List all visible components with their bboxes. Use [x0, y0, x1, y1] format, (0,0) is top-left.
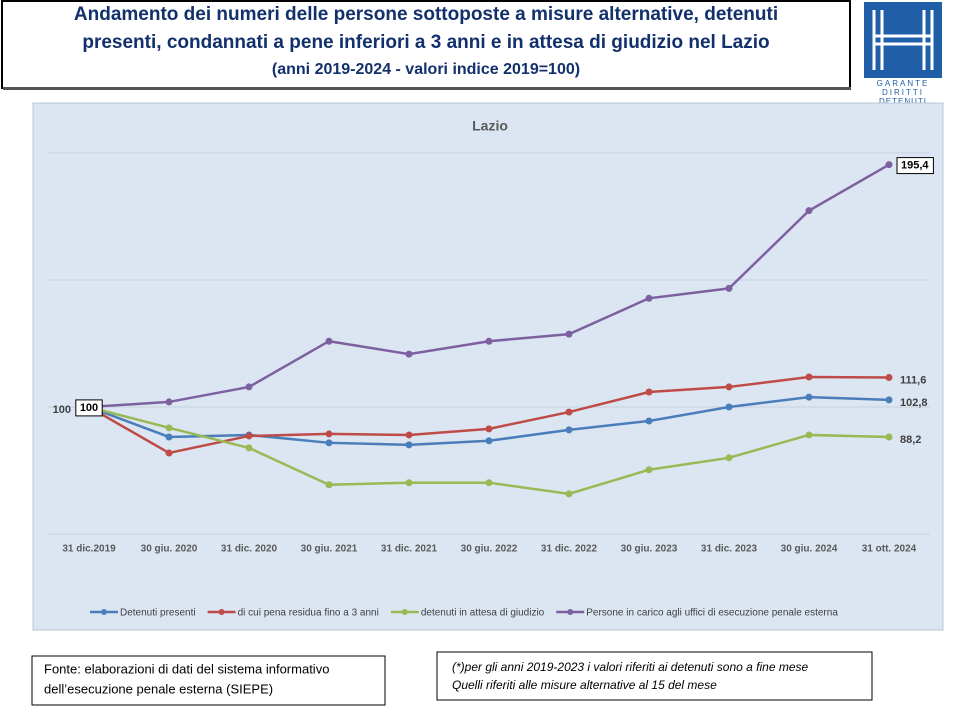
point	[245, 383, 253, 391]
point	[805, 393, 813, 401]
point	[325, 430, 333, 438]
point	[405, 441, 413, 449]
x-tick-label: 30 giu. 2021	[301, 544, 358, 555]
x-tick-label: 31 ott. 2024	[862, 544, 917, 555]
title-line: presenti, condannati a pene inferiori a …	[82, 32, 769, 53]
legend-label: detenuti in attesa di giudizio	[421, 608, 545, 619]
chart-title: Lazio	[472, 118, 508, 134]
point	[565, 490, 573, 498]
x-tick-label: 31 dic. 2022	[541, 544, 598, 555]
legend-label: Detenuti presenti	[120, 608, 196, 619]
point	[405, 431, 413, 439]
title-line: Andamento dei numeri delle persone sotto…	[74, 4, 778, 25]
point	[165, 424, 173, 432]
point	[485, 437, 493, 445]
footnote-box	[436, 651, 873, 701]
point	[885, 161, 893, 169]
point	[885, 433, 893, 441]
x-tick-label: 30 giu. 2023	[621, 544, 678, 555]
title-box	[1, 0, 851, 89]
point	[245, 432, 253, 440]
data-label: 100	[80, 402, 98, 414]
logo-text: DETENUTI	[879, 97, 927, 106]
title-line: (anni 2019-2024 - valori indice 2019=100…	[272, 61, 580, 78]
legend-label: di cui pena residua fino a 3 anni	[238, 608, 379, 619]
data-label-box	[75, 399, 103, 417]
point	[405, 350, 413, 358]
logo: GARANTE DIRITTI DETENUTI	[864, 2, 942, 106]
point	[645, 294, 653, 302]
x-tick-label: 30 giu. 2020	[141, 544, 198, 555]
point	[325, 439, 333, 447]
legend-marker	[401, 609, 408, 615]
point	[325, 481, 333, 489]
point	[725, 284, 733, 292]
point	[725, 454, 733, 462]
x-tick-label: 31 dic. 2023	[701, 544, 758, 555]
point	[485, 479, 493, 487]
data-label-box	[896, 157, 934, 175]
source-text: Fonte: elaborazioni di dati del sistema …	[44, 661, 329, 676]
legend-marker	[567, 609, 574, 615]
point	[645, 388, 653, 396]
logo-text: GARANTE	[877, 79, 930, 88]
logo-mark	[872, 10, 934, 70]
point	[645, 417, 653, 425]
point	[165, 449, 173, 457]
point	[485, 425, 493, 433]
legend-marker	[218, 609, 225, 615]
logo-square	[864, 2, 942, 78]
data-label: 102,8	[900, 397, 928, 409]
footnote-text: Quelli riferiti alle misure alternative …	[452, 678, 717, 692]
point	[565, 408, 573, 416]
point	[885, 374, 893, 382]
title-shadow	[3, 87, 851, 90]
x-tick-label: 31 dic. 2021	[381, 544, 438, 555]
x-tick-label: 31 dic. 2020	[221, 544, 278, 555]
data-label: 195,4	[901, 160, 929, 172]
x-tick-label: 30 giu. 2022	[461, 544, 518, 555]
point	[245, 444, 253, 452]
point	[165, 398, 173, 406]
x-tick-label: 30 giu. 2024	[781, 544, 838, 555]
point	[725, 403, 733, 411]
data-label: 88,2	[900, 434, 921, 446]
point	[165, 433, 173, 441]
point	[485, 337, 493, 345]
legend-label: Persone in carico agli uffici di esecuzi…	[586, 608, 838, 619]
point	[565, 330, 573, 338]
point	[565, 426, 573, 434]
y-tick-label: 100	[53, 404, 71, 416]
data-label: 111,6	[900, 374, 926, 386]
chart-area	[32, 102, 944, 631]
source-box	[31, 655, 386, 706]
point	[405, 479, 413, 487]
point	[805, 207, 813, 215]
footnote-text: (*)per gli anni 2019-2023 i valori rifer…	[452, 660, 809, 674]
legend-marker	[101, 609, 107, 615]
source-text: dell’esecuzione penale esterna (SIEPE)	[44, 681, 273, 696]
point	[885, 396, 893, 404]
logo-text: DIRITTI	[882, 88, 924, 97]
point	[325, 337, 333, 345]
point	[805, 431, 813, 439]
point	[805, 373, 813, 381]
point	[645, 466, 653, 474]
x-tick-label: 31 dic.2019	[62, 544, 116, 555]
point	[725, 383, 733, 391]
